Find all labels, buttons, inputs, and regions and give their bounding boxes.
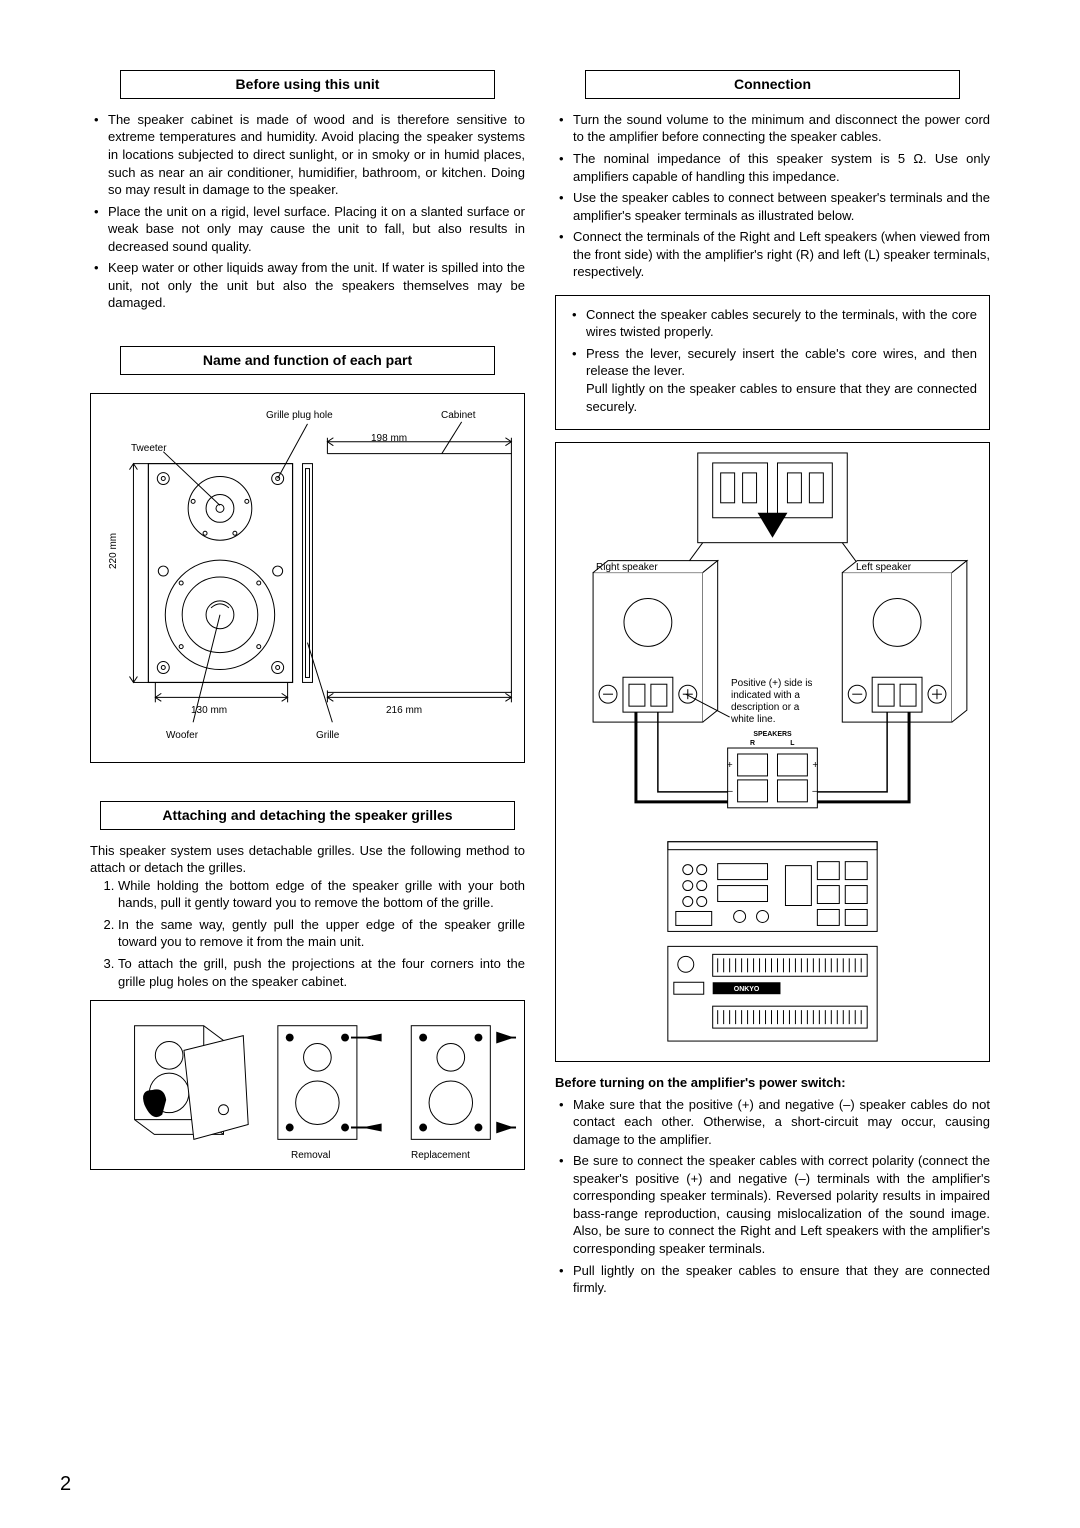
- list-item: While holding the bottom edge of the spe…: [118, 877, 525, 912]
- list-item-tail: Pull lightly on the speaker cables to en…: [586, 381, 977, 414]
- list-item: In the same way, gently pull the upper e…: [118, 916, 525, 951]
- connection-svg: SPEAKERS R L + + – –: [556, 443, 989, 1061]
- label-positive-note: Positive (+) side is indicated with a de…: [731, 678, 821, 726]
- label-speakers-svg: SPEAKERS: [753, 731, 792, 738]
- page-number: 2: [60, 1471, 71, 1498]
- list-item: Use the speaker cables to connect betwee…: [573, 189, 990, 224]
- list-item: The nominal impedance of this speaker sy…: [573, 150, 990, 185]
- label-198mm: 198 mm: [371, 432, 407, 446]
- label-grille: Grille: [316, 729, 339, 743]
- attach-svg: [91, 1001, 524, 1169]
- list-item: Keep water or other liquids away from th…: [108, 259, 525, 312]
- label-replacement: Replacement: [411, 1149, 470, 1163]
- svg-text:L: L: [790, 740, 795, 747]
- page-columns: Before using this unit The speaker cabin…: [90, 70, 990, 1301]
- connection-diagram: SPEAKERS R L + + – –: [555, 442, 990, 1062]
- left-column: Before using this unit The speaker cabin…: [90, 70, 525, 1301]
- list-item: Be sure to connect the speaker cables wi…: [573, 1152, 990, 1257]
- connect-tip-list: Connect the speaker cables securely to t…: [568, 306, 977, 415]
- heading-attaching: Attaching and detaching the speaker gril…: [100, 801, 515, 830]
- label-grille-plug-hole: Grille plug hole: [266, 409, 333, 423]
- svg-text:–: –: [812, 786, 818, 797]
- svg-text:ONKYO: ONKYO: [734, 986, 760, 993]
- heading-name-function: Name and function of each part: [120, 346, 495, 375]
- label-130mm: 130 mm: [191, 704, 227, 718]
- list-item: Place the unit on a rigid, level surface…: [108, 203, 525, 256]
- attach-diagram: Removal Replacement: [90, 1000, 525, 1170]
- connect-tip-box: Connect the speaker cables securely to t…: [555, 295, 990, 430]
- before-power-list: Make sure that the positive (+) and nega…: [555, 1096, 990, 1297]
- heading-before-using: Before using this unit: [120, 70, 495, 99]
- attaching-steps: While holding the bottom edge of the spe…: [90, 877, 525, 990]
- list-item: Turn the sound volume to the minimum and…: [573, 111, 990, 146]
- svg-text:+: +: [812, 760, 818, 771]
- label-220mm: 220 mm: [107, 533, 121, 569]
- label-removal: Removal: [291, 1149, 330, 1163]
- svg-text:R: R: [750, 740, 755, 747]
- label-tweeter: Tweeter: [131, 442, 167, 456]
- svg-text:+: +: [727, 760, 733, 771]
- label-cabinet: Cabinet: [441, 409, 475, 423]
- list-item: Make sure that the positive (+) and nega…: [573, 1096, 990, 1149]
- label-left-speaker: Left speaker: [856, 561, 911, 575]
- label-woofer: Woofer: [166, 729, 198, 743]
- list-item: Connect the speaker cables securely to t…: [586, 306, 977, 341]
- label-216mm: 216 mm: [386, 704, 422, 718]
- heading-connection: Connection: [585, 70, 960, 99]
- list-item: Pull lightly on the speaker cables to en…: [573, 1262, 990, 1297]
- right-column: Connection Turn the sound volume to the …: [555, 70, 990, 1301]
- connection-list: Turn the sound volume to the minimum and…: [555, 111, 990, 281]
- svg-text:–: –: [727, 786, 733, 797]
- list-item: The speaker cabinet is made of wood and …: [108, 111, 525, 199]
- list-item: Press the lever, securely insert the cab…: [586, 345, 977, 415]
- parts-diagram: Grille plug hole Cabinet Tweeter 198 mm …: [90, 393, 525, 763]
- list-item: To attach the grill, push the projection…: [118, 955, 525, 990]
- subhead-before-power: Before turning on the amplifier's power …: [555, 1074, 990, 1092]
- list-item-text: Press the lever, securely insert the cab…: [586, 346, 977, 379]
- before-using-list: The speaker cabinet is made of wood and …: [90, 111, 525, 312]
- attaching-intro: This speaker system uses detachable gril…: [90, 842, 525, 877]
- label-right-speaker: Right speaker: [596, 561, 658, 575]
- list-item: Connect the terminals of the Right and L…: [573, 228, 990, 281]
